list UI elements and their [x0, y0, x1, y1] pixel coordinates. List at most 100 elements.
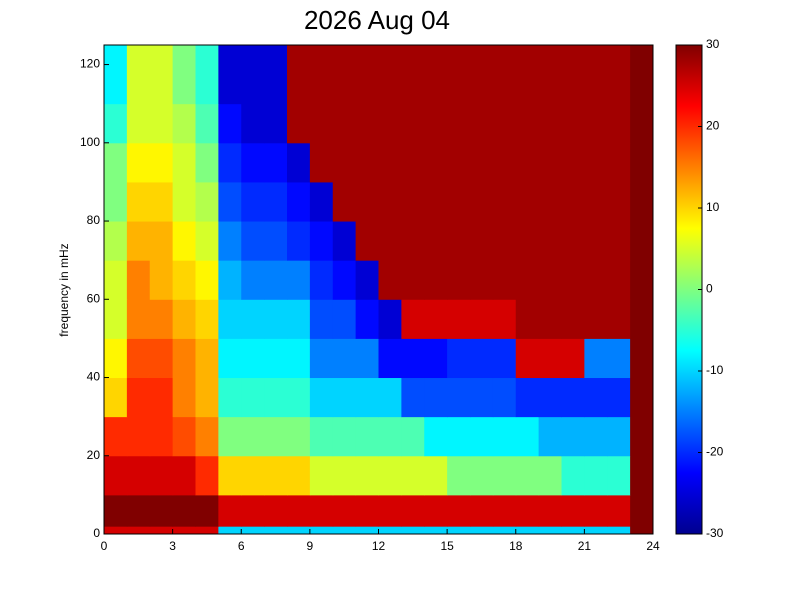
- heatmap-cell: [104, 377, 128, 418]
- heatmap-cell: [424, 181, 448, 222]
- heatmap-cell: [126, 142, 151, 183]
- heatmap-cell: [378, 221, 402, 261]
- heatmap-cell: [287, 416, 311, 457]
- heatmap-cell: [630, 260, 654, 300]
- heatmap-cell: [309, 181, 334, 222]
- heatmap-cell: [584, 338, 608, 379]
- heatmap-cell: [538, 260, 562, 300]
- heatmap-cell: [492, 526, 517, 535]
- colorbar-tick-label: 20: [706, 119, 720, 133]
- heatmap-cell: [515, 142, 540, 183]
- heatmap-cell: [241, 45, 265, 105]
- heatmap-cell: [195, 260, 219, 300]
- heatmap-cell: [104, 299, 128, 339]
- heatmap-cell: [607, 45, 631, 105]
- heatmap-cell: [538, 103, 562, 144]
- heatmap-cell: [447, 260, 471, 300]
- heatmap-cell: [241, 494, 265, 527]
- heatmap-cell: [309, 45, 334, 105]
- heatmap-cell: [264, 377, 288, 418]
- heatmap-cell: [355, 377, 379, 418]
- heatmap-cell: [264, 494, 288, 527]
- heatmap-cell: [241, 260, 265, 300]
- heatmap-cell: [149, 377, 174, 418]
- heatmap-cell: [104, 260, 128, 300]
- heatmap-cell: [470, 221, 494, 261]
- heatmap-cell: [424, 260, 448, 300]
- heatmap-cell: [561, 260, 585, 300]
- heatmap-cell: [126, 221, 151, 261]
- heatmap-cell: [447, 142, 471, 183]
- heatmap-cell: [195, 103, 219, 144]
- x-tick-label: 24: [646, 539, 660, 553]
- heatmap-cell: [104, 526, 128, 535]
- chart-title: 2026 Aug 04: [304, 5, 450, 35]
- heatmap-cell: [355, 494, 379, 527]
- heatmap-cell: [630, 455, 654, 496]
- heatmap-cell: [355, 181, 379, 222]
- heatmap-cell: [538, 221, 562, 261]
- heatmap-cell: [332, 338, 357, 379]
- heatmap-cell: [218, 338, 242, 379]
- heatmap-cell: [630, 494, 654, 527]
- heatmap-cell: [355, 142, 379, 183]
- heatmap-cell: [447, 299, 471, 339]
- heatmap-cell: [126, 377, 151, 418]
- heatmap-cell: [332, 103, 357, 144]
- heatmap-cell: [424, 221, 448, 261]
- heatmap-cell: [264, 181, 288, 222]
- heatmap-cell: [332, 526, 357, 535]
- heatmap-cell: [470, 181, 494, 222]
- heatmap-cell: [424, 142, 448, 183]
- heatmap-cell: [287, 377, 311, 418]
- heatmap-cell: [241, 338, 265, 379]
- heatmap-cell: [492, 103, 517, 144]
- heatmap-cell: [149, 103, 174, 144]
- heatmap-cell: [401, 142, 425, 183]
- heatmap-cell: [241, 221, 265, 261]
- heatmap-cell: [515, 494, 540, 527]
- heatmap-cell: [149, 260, 174, 300]
- heatmap-cell: [378, 299, 402, 339]
- heatmap-cell: [287, 338, 311, 379]
- heatmap-cell: [561, 299, 585, 339]
- heatmap-cell: [309, 377, 334, 418]
- heatmap-cell: [630, 181, 654, 222]
- heatmap-cell: [584, 299, 608, 339]
- heatmap-cell: [447, 416, 471, 457]
- heatmap-cell: [309, 260, 334, 300]
- heatmap-cell: [424, 103, 448, 144]
- heatmap-cell: [515, 260, 540, 300]
- heatmap-cell: [172, 526, 196, 535]
- heatmap-cell: [607, 103, 631, 144]
- heatmap-cell: [584, 142, 608, 183]
- heatmap-cell: [561, 494, 585, 527]
- heatmap-cell: [104, 338, 128, 379]
- heatmap-cell: [332, 45, 357, 105]
- heatmap-cell: [584, 526, 608, 535]
- heatmap-cell: [584, 494, 608, 527]
- heatmap-cell: [355, 299, 379, 339]
- heatmap-cell: [264, 416, 288, 457]
- y-tick-label: 0: [93, 526, 100, 540]
- heatmap-cell: [515, 416, 540, 457]
- heatmap-cell: [195, 526, 219, 535]
- heatmap-cell: [492, 221, 517, 261]
- heatmap-cell: [538, 299, 562, 339]
- heatmap-cell: [492, 338, 517, 379]
- heatmap-cell: [287, 494, 311, 527]
- heatmap-cell: [149, 45, 174, 105]
- colorbar-tick-label: 30: [706, 37, 720, 51]
- heatmap-cell: [607, 494, 631, 527]
- heatmap-cell: [332, 221, 357, 261]
- heatmap-cell: [561, 526, 585, 535]
- heatmap-cell: [149, 494, 174, 527]
- heatmap-cell: [584, 221, 608, 261]
- heatmap-cell: [126, 338, 151, 379]
- heatmap-cell: [264, 142, 288, 183]
- heatmap-cell: [332, 260, 357, 300]
- heatmap-cell: [287, 142, 311, 183]
- heatmap-cell: [332, 142, 357, 183]
- heatmap-cell: [218, 260, 242, 300]
- heatmap-cell: [126, 181, 151, 222]
